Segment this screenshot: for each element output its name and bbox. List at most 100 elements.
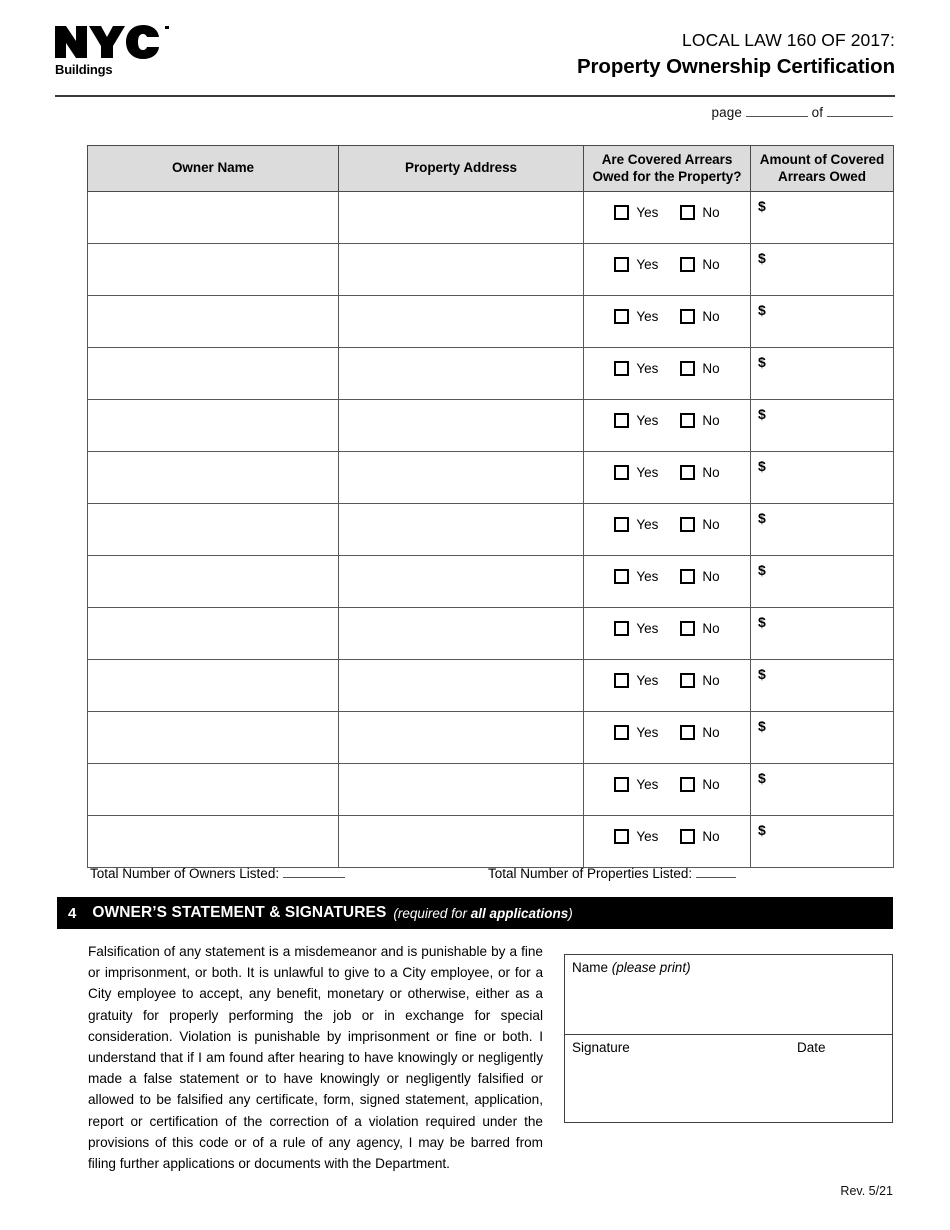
checkbox-no-icon[interactable] bbox=[680, 257, 696, 272]
checkbox-no-icon[interactable] bbox=[680, 725, 696, 740]
cell-amount-owed[interactable]: $ bbox=[750, 607, 894, 660]
cell-property-address[interactable] bbox=[338, 555, 584, 608]
checkbox-yes-icon[interactable] bbox=[614, 725, 630, 740]
checkbox-no-icon[interactable] bbox=[680, 309, 696, 324]
cell-amount-owed[interactable]: $ bbox=[750, 347, 894, 400]
total-properties-input[interactable] bbox=[695, 866, 736, 878]
arrears-yes-option[interactable]: Yes bbox=[614, 257, 658, 272]
checkbox-no-icon[interactable] bbox=[680, 205, 696, 220]
cell-amount-owed[interactable]: $ bbox=[750, 503, 894, 556]
arrears-yes-option[interactable]: Yes bbox=[614, 465, 658, 480]
checkbox-yes-icon[interactable] bbox=[614, 517, 630, 532]
cell-owner-name[interactable] bbox=[87, 243, 339, 296]
arrears-no-option[interactable]: No bbox=[680, 309, 720, 324]
cell-owner-name[interactable] bbox=[87, 555, 339, 608]
page-current-input[interactable] bbox=[745, 105, 808, 117]
total-owners-input[interactable] bbox=[282, 866, 345, 878]
cell-amount-owed[interactable]: $ bbox=[750, 659, 894, 712]
arrears-no-option[interactable]: No bbox=[680, 517, 720, 532]
cell-owner-name[interactable] bbox=[87, 399, 339, 452]
currency-symbol: $ bbox=[758, 302, 766, 318]
arrears-no-option[interactable]: No bbox=[680, 257, 720, 272]
cell-property-address[interactable] bbox=[338, 763, 584, 816]
arrears-yes-option[interactable]: Yes bbox=[614, 725, 658, 740]
cell-property-address[interactable] bbox=[338, 711, 584, 764]
arrears-no-option[interactable]: No bbox=[680, 621, 720, 636]
arrears-yes-option[interactable]: Yes bbox=[614, 309, 658, 324]
cell-property-address[interactable] bbox=[338, 503, 584, 556]
checkbox-yes-icon[interactable] bbox=[614, 205, 630, 220]
checkbox-yes-icon[interactable] bbox=[614, 777, 630, 792]
cell-amount-owed[interactable]: $ bbox=[750, 243, 894, 296]
checkbox-no-icon[interactable] bbox=[680, 621, 696, 636]
arrears-yes-option[interactable]: Yes bbox=[614, 569, 658, 584]
cell-amount-owed[interactable]: $ bbox=[750, 815, 894, 868]
checkbox-yes-icon[interactable] bbox=[614, 621, 630, 636]
arrears-no-option[interactable]: No bbox=[680, 725, 720, 740]
cell-property-address[interactable] bbox=[338, 295, 584, 348]
arrears-no-option[interactable]: No bbox=[680, 569, 720, 584]
checkbox-yes-icon[interactable] bbox=[614, 361, 630, 376]
arrears-no-option[interactable]: No bbox=[680, 413, 720, 428]
checkbox-no-icon[interactable] bbox=[680, 361, 696, 376]
arrears-yes-option[interactable]: Yes bbox=[614, 413, 658, 428]
cell-owner-name[interactable] bbox=[87, 607, 339, 660]
cell-property-address[interactable] bbox=[338, 347, 584, 400]
cell-owner-name[interactable] bbox=[87, 659, 339, 712]
cell-amount-owed[interactable]: $ bbox=[750, 711, 894, 764]
checkbox-no-icon[interactable] bbox=[680, 413, 696, 428]
signature-field-cell[interactable]: Signature Date bbox=[565, 1035, 892, 1122]
arrears-no-option[interactable]: No bbox=[680, 777, 720, 792]
checkbox-no-icon[interactable] bbox=[680, 569, 696, 584]
arrears-yes-option[interactable]: Yes bbox=[614, 361, 658, 376]
cell-owner-name[interactable] bbox=[87, 451, 339, 504]
cell-property-address[interactable] bbox=[338, 451, 584, 504]
arrears-no-option[interactable]: No bbox=[680, 673, 720, 688]
arrears-yes-option[interactable]: Yes bbox=[614, 777, 658, 792]
checkbox-yes-icon[interactable] bbox=[614, 309, 630, 324]
name-field-cell[interactable]: Name (please print) bbox=[565, 955, 892, 1035]
arrears-no-option[interactable]: No bbox=[680, 829, 720, 844]
arrears-no-option[interactable]: No bbox=[680, 465, 720, 480]
checkbox-yes-icon[interactable] bbox=[614, 257, 630, 272]
cell-owner-name[interactable] bbox=[87, 763, 339, 816]
checkbox-yes-icon[interactable] bbox=[614, 829, 630, 844]
checkbox-yes-icon[interactable] bbox=[614, 465, 630, 480]
checkbox-no-icon[interactable] bbox=[680, 829, 696, 844]
checkbox-yes-icon[interactable] bbox=[614, 569, 630, 584]
checkbox-no-icon[interactable] bbox=[680, 673, 696, 688]
cell-owner-name[interactable] bbox=[87, 347, 339, 400]
cell-amount-owed[interactable]: $ bbox=[750, 295, 894, 348]
checkbox-yes-icon[interactable] bbox=[614, 673, 630, 688]
checkbox-yes-icon[interactable] bbox=[614, 413, 630, 428]
checkbox-no-icon[interactable] bbox=[680, 777, 696, 792]
cell-owner-name[interactable] bbox=[87, 815, 339, 868]
cell-amount-owed[interactable]: $ bbox=[750, 399, 894, 452]
arrears-header-line1: Are Covered Arrears bbox=[601, 151, 733, 167]
arrears-yes-option[interactable]: Yes bbox=[614, 673, 658, 688]
arrears-no-option[interactable]: No bbox=[680, 361, 720, 376]
arrears-no-option[interactable]: No bbox=[680, 205, 720, 220]
arrears-yes-option[interactable]: Yes bbox=[614, 517, 658, 532]
cell-property-address[interactable] bbox=[338, 399, 584, 452]
cell-owner-name[interactable] bbox=[87, 711, 339, 764]
cell-property-address[interactable] bbox=[338, 607, 584, 660]
checkbox-no-icon[interactable] bbox=[680, 465, 696, 480]
cell-amount-owed[interactable]: $ bbox=[750, 451, 894, 504]
signature-label: Signature bbox=[572, 1040, 630, 1055]
cell-amount-owed[interactable]: $ bbox=[750, 763, 894, 816]
checkbox-no-icon[interactable] bbox=[680, 517, 696, 532]
cell-amount-owed[interactable]: $ bbox=[750, 555, 894, 608]
cell-property-address[interactable] bbox=[338, 243, 584, 296]
cell-owner-name[interactable] bbox=[87, 191, 339, 244]
arrears-yes-option[interactable]: Yes bbox=[614, 621, 658, 636]
cell-property-address[interactable] bbox=[338, 191, 584, 244]
arrears-yes-option[interactable]: Yes bbox=[614, 205, 658, 220]
cell-amount-owed[interactable]: $ bbox=[750, 191, 894, 244]
cell-property-address[interactable] bbox=[338, 815, 584, 868]
cell-owner-name[interactable] bbox=[87, 295, 339, 348]
cell-property-address[interactable] bbox=[338, 659, 584, 712]
cell-owner-name[interactable] bbox=[87, 503, 339, 556]
arrears-yes-option[interactable]: Yes bbox=[614, 829, 658, 844]
page-total-input[interactable] bbox=[827, 105, 893, 117]
